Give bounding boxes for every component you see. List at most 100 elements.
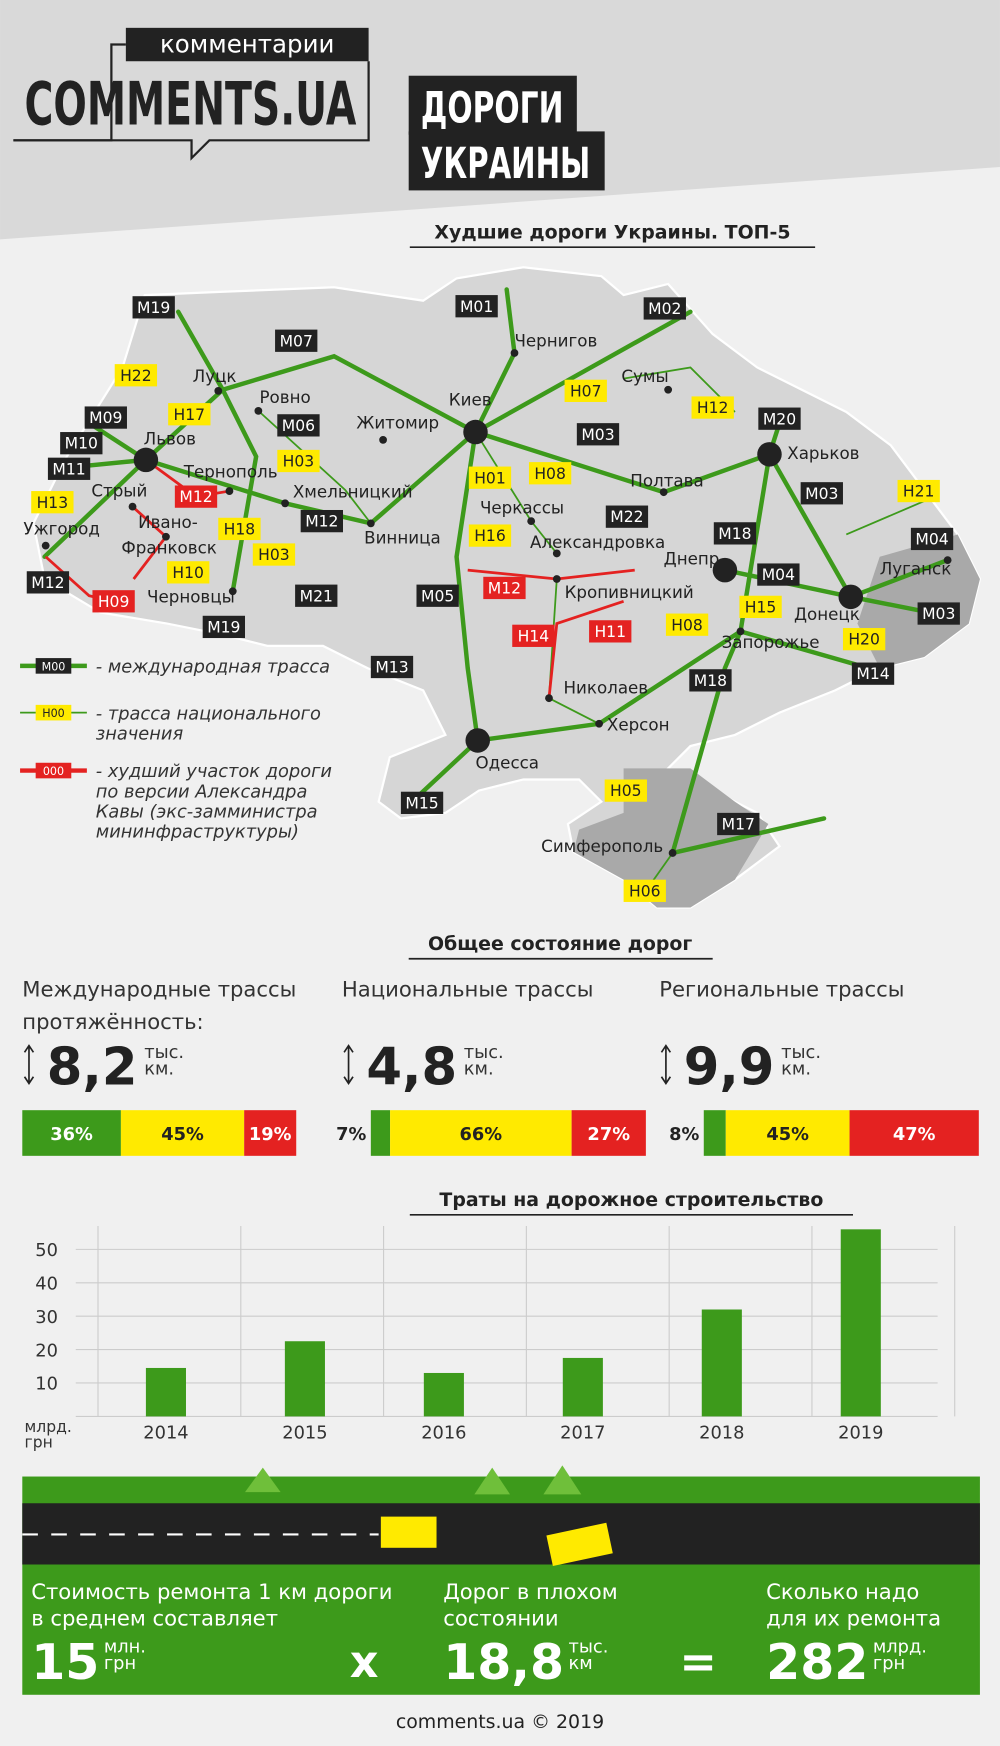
legend-text: - международная трасса: [96, 657, 330, 678]
road-code: Н17: [174, 406, 206, 424]
arrow-icon: [343, 1044, 354, 1085]
arrow-icon: [23, 1044, 35, 1085]
city-name: Чернигов: [514, 330, 597, 350]
city-dot: [510, 349, 519, 357]
road-code: М05: [421, 587, 454, 605]
y-tick-label: 10: [35, 1374, 58, 1395]
summary-text: в среднем составляет: [31, 1606, 278, 1631]
city-name: Полтава: [630, 471, 703, 491]
road-badge: [897, 479, 940, 503]
road-code: Н03: [283, 453, 315, 471]
road-code: М03: [805, 485, 838, 503]
road-code: М18: [718, 525, 751, 543]
bar: [840, 1229, 881, 1417]
road-code: М11: [52, 460, 85, 478]
city-dot: [664, 385, 673, 394]
city-dot: [545, 694, 553, 703]
bar: [145, 1367, 186, 1417]
city-dot: [757, 442, 782, 467]
road-code: М14: [856, 665, 889, 683]
tagline-box: [125, 27, 369, 62]
section-title: Общее состояние дорог: [428, 933, 692, 955]
road-code: Н15: [745, 598, 777, 616]
summary-text: состоянии: [443, 1606, 558, 1631]
road-code: Н18: [224, 520, 256, 538]
status-segment: [725, 1110, 850, 1156]
segment-label: 45%: [766, 1124, 809, 1145]
operator: x: [350, 1636, 379, 1688]
amount: 4,8: [366, 1038, 457, 1098]
y-tick-label: 40: [35, 1273, 58, 1294]
x-tick-label: 2015: [282, 1423, 327, 1444]
city-name: Тернополь: [183, 462, 278, 482]
road-code: М06: [282, 417, 315, 435]
status-segment: [390, 1110, 572, 1156]
segment-label: 7%: [336, 1124, 366, 1145]
road-code: М15: [405, 794, 438, 812]
title-box: [408, 131, 605, 191]
amount: 9,9: [684, 1038, 775, 1098]
summary-amount: 15: [31, 1634, 99, 1691]
city-name: Одесса: [476, 752, 540, 772]
road-badge: [842, 628, 886, 651]
x-tick-label: 2014: [143, 1423, 188, 1444]
road-code: М03: [581, 426, 614, 444]
city-name: Франковск: [121, 537, 216, 557]
summary-text: Дорог в плохом: [443, 1579, 617, 1604]
road-code: Н14: [518, 627, 550, 645]
road-code: Н21: [903, 483, 935, 501]
city-name: Кропивницкий: [565, 582, 694, 602]
road-badge: [757, 563, 800, 586]
city-name: Киев: [449, 389, 492, 409]
city-name: Львов: [144, 428, 196, 448]
bar: [284, 1341, 325, 1417]
tree: [543, 1465, 582, 1495]
road-code: М21: [300, 587, 333, 605]
bar: [562, 1357, 603, 1417]
road-badge: [416, 584, 459, 607]
city-dot: [133, 447, 159, 473]
x-tick-label: 2019: [838, 1423, 883, 1444]
city-name: Житомир: [356, 413, 439, 433]
city-dot: [668, 849, 677, 857]
road-code: Н03: [258, 546, 290, 564]
brand: COMMENTS.UA: [25, 70, 357, 140]
unit: км.: [781, 1059, 811, 1080]
road-code: Н16: [474, 527, 506, 545]
city-dot: [943, 556, 952, 564]
y-axis-label: грн: [25, 1434, 53, 1452]
legend-badge: [35, 658, 72, 674]
road-code: Н01: [474, 469, 506, 487]
city-dot: [379, 435, 387, 444]
segment-label: 36%: [50, 1124, 93, 1145]
road-badge: [910, 527, 954, 551]
city-name: Симферополь: [541, 836, 663, 856]
city-dot: [463, 419, 488, 445]
legend-text: значения: [96, 723, 184, 744]
city-dot: [214, 386, 223, 395]
city-dot: [162, 532, 170, 541]
road-code: М12: [31, 574, 64, 592]
road-badge: [60, 432, 103, 455]
road-badge: [300, 509, 343, 533]
road-badge: [623, 879, 666, 902]
road-code: М04: [762, 566, 795, 584]
status-segment: [120, 1110, 245, 1156]
city-name: Черкассы: [480, 497, 564, 517]
city-dot: [552, 549, 561, 558]
road-badge: [717, 812, 760, 836]
segment-label: 47%: [893, 1124, 936, 1145]
legend-text: - трасса национального: [96, 703, 321, 724]
city-name: Луцк: [193, 366, 237, 386]
legend-code: 000: [43, 765, 64, 778]
city-name: Черновцы: [147, 586, 235, 606]
legend-code: М00: [42, 660, 66, 673]
road-badge: [851, 662, 895, 685]
tagline: комментарии: [160, 29, 334, 58]
road-badge: [114, 364, 158, 387]
segment-label: 8%: [669, 1124, 699, 1145]
section-title: Траты на дорожное строительство: [439, 1189, 823, 1211]
road-badge: [483, 576, 526, 600]
road-badge: [917, 602, 960, 625]
city-name: Николаев: [563, 678, 648, 698]
